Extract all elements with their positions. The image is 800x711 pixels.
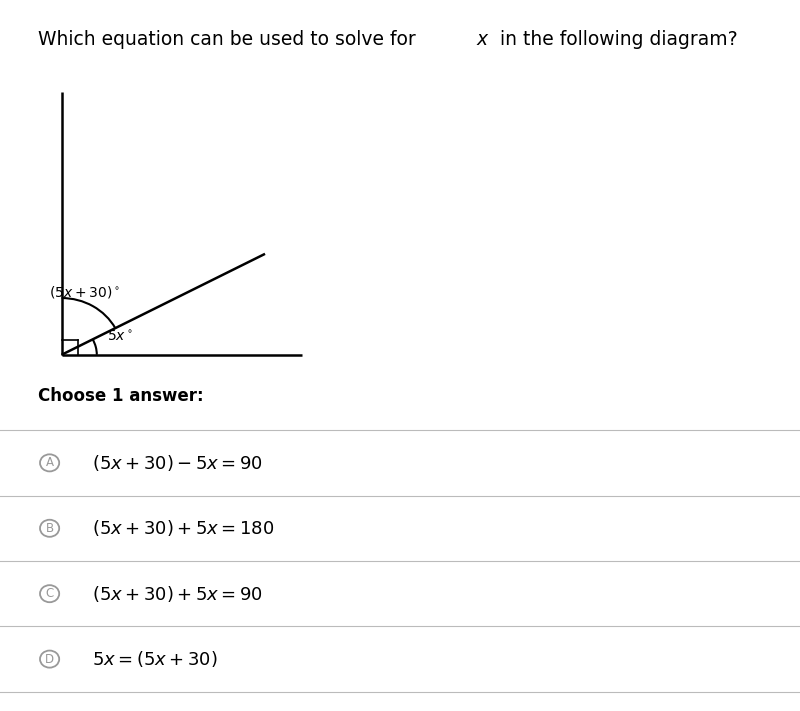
Text: $5x^\circ$: $5x^\circ$ xyxy=(107,330,134,344)
Text: B: B xyxy=(46,522,54,535)
Text: $(5x + 30)^\circ$: $(5x + 30)^\circ$ xyxy=(49,284,120,300)
Text: $(5x + 30) - 5x = 90$: $(5x + 30) - 5x = 90$ xyxy=(92,453,263,473)
Text: A: A xyxy=(46,456,54,469)
Text: C: C xyxy=(46,587,54,600)
Text: $(5x + 30) + 5x = 180$: $(5x + 30) + 5x = 180$ xyxy=(92,518,274,538)
Text: $x$: $x$ xyxy=(476,30,490,49)
Text: in the following diagram?: in the following diagram? xyxy=(494,30,738,49)
Text: D: D xyxy=(45,653,54,665)
Text: Choose 1 answer:: Choose 1 answer: xyxy=(38,387,204,405)
Text: Which equation can be used to solve for: Which equation can be used to solve for xyxy=(38,30,422,49)
Text: $5x = (5x + 30)$: $5x = (5x + 30)$ xyxy=(92,649,218,669)
Text: $(5x + 30) + 5x = 90$: $(5x + 30) + 5x = 90$ xyxy=(92,584,263,604)
